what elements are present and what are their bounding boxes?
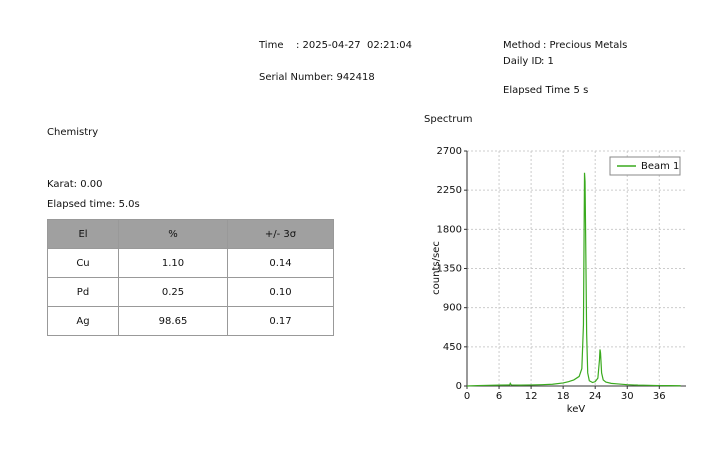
legend-box (609, 156, 681, 176)
karat: Karat: 0.00 (47, 179, 103, 190)
y-tick-label: 0 (456, 381, 462, 392)
x-axis-label: keV (567, 404, 586, 415)
time-label: Time (259, 40, 284, 51)
y-tick-label: 900 (443, 303, 462, 314)
elapsed-time: Elapsed time: 5.0s (47, 199, 140, 210)
y-tick-label: 1800 (437, 224, 462, 235)
chemistry-table: El% +/- 3σ Cu 1.10 0.14 Pd 0.25 0.10 Ag 98.65 0.1… (47, 219, 334, 336)
serial-label: Serial Number (259, 72, 331, 83)
table-cell: 1.10 (118, 248, 228, 278)
y-axis-label: counts/sec (431, 241, 442, 295)
y-tick-label: 1350 (437, 264, 462, 275)
column-header: % (118, 219, 228, 249)
y-tick-label: 2700 (437, 146, 462, 157)
daily-id-label: Daily ID (503, 56, 543, 67)
legend-label: Beam 1 (641, 161, 679, 172)
table-cell: 0.25 (118, 277, 228, 307)
method-value: : Precious Metals (543, 40, 628, 51)
chemistry-title: Chemistry (47, 127, 99, 138)
x-tick-label: 24 (589, 391, 602, 402)
serial-value: : 942418 (330, 72, 375, 83)
time-value: : 2025-04-27 02:21:04 (296, 40, 412, 51)
column-header: +/- 3σ (227, 219, 334, 249)
chart-title: Spectrum (424, 114, 472, 125)
table-cell: Ag (47, 306, 119, 336)
header-row: El% +/- 3σ (47, 219, 334, 249)
table-cell: 0.17 (227, 306, 334, 336)
spectrum-line (466, 172, 681, 387)
x-tick-label: 36 (653, 391, 666, 402)
table-cell: Cu (47, 248, 119, 278)
y-tick-label: 2250 (437, 185, 462, 196)
x-tick-label: 18 (557, 391, 570, 402)
y-tick-label: 450 (443, 342, 462, 353)
x-tick-label: 30 (621, 391, 634, 402)
table-row: Cu 1.10 0.14 (47, 248, 334, 278)
elapsed-value: : 5 s (567, 85, 589, 96)
table-cell: 0.14 (227, 248, 334, 278)
daily-id-value: : 1 (541, 56, 554, 67)
table-row: Ag 98.65 0.17 (47, 306, 334, 336)
table-cell: 98.65 (118, 306, 228, 336)
x-tick-label: 6 (496, 391, 502, 402)
x-tick-label: 12 (525, 391, 538, 402)
method-label: Method (503, 40, 541, 51)
elapsed-label: Elapsed Time (503, 85, 570, 96)
x-tick-label: 0 (464, 391, 470, 402)
